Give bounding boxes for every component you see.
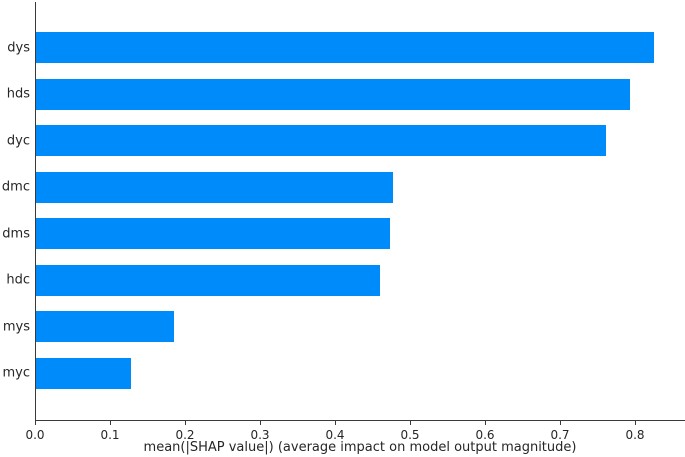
x-tick-mark-0.4 xyxy=(335,420,337,425)
x-tick-mark-0.2 xyxy=(185,420,187,425)
bar-mys xyxy=(36,311,174,343)
x-tick-label-0.3: 0.3 xyxy=(250,428,270,442)
bar-dyc xyxy=(36,125,606,157)
x-tick-mark-0.1 xyxy=(110,420,112,425)
y-tick-label-myc: myc xyxy=(2,365,30,381)
x-tick-label-0.6: 0.6 xyxy=(475,428,495,442)
x-tick-label-0.8: 0.8 xyxy=(625,428,645,442)
x-tick-mark-0.3 xyxy=(260,420,262,425)
bar-myc xyxy=(36,357,132,389)
y-tick-label-dmc: dmc xyxy=(1,179,30,195)
x-tick-label-0.0: 0.0 xyxy=(25,428,45,442)
x-tick-label-0.1: 0.1 xyxy=(100,428,120,442)
bar-dmc xyxy=(36,171,393,203)
x-tick-mark-0.7 xyxy=(560,420,562,425)
y-tick-label-hds: hds xyxy=(6,86,30,102)
x-tick-label-0.7: 0.7 xyxy=(550,428,570,442)
y-tick-label-mys: mys xyxy=(2,319,30,335)
x-tick-label-0.4: 0.4 xyxy=(325,428,345,442)
y-tick-label-dms: dms xyxy=(2,226,30,242)
y-tick-label-dyc: dyc xyxy=(6,133,30,149)
x-tick-label-0.2: 0.2 xyxy=(175,428,195,442)
x-tick-label-0.5: 0.5 xyxy=(400,428,420,442)
x-tick-mark-0.8 xyxy=(635,420,637,425)
x-tick-mark-0.5 xyxy=(410,420,412,425)
bar-dys xyxy=(36,32,654,63)
y-axis-line xyxy=(35,2,37,420)
x-axis-line xyxy=(35,419,685,421)
bar-hdc xyxy=(36,264,381,296)
bar-hds xyxy=(36,78,630,110)
y-tick-label-dys: dys xyxy=(7,40,30,55)
y-tick-label-hdc: hdc xyxy=(6,272,30,288)
x-axis-title: mean(|SHAP value|) (average impact on mo… xyxy=(143,440,577,455)
x-tick-mark-0.0 xyxy=(35,420,37,425)
bar-dms xyxy=(36,218,390,250)
x-tick-mark-0.6 xyxy=(485,420,487,425)
